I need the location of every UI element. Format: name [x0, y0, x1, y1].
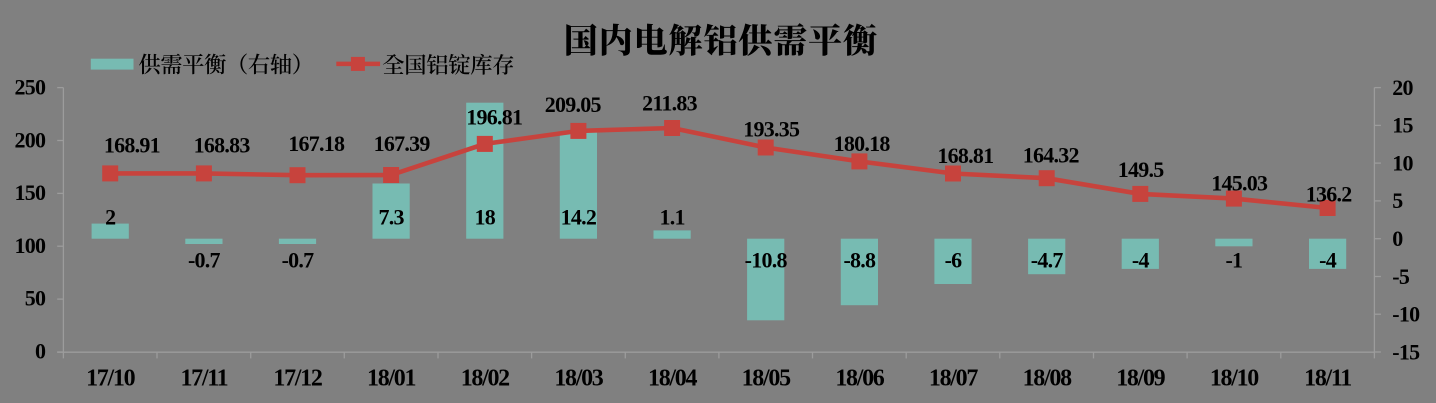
svg-text:-6: -6	[945, 248, 963, 273]
svg-text:196.81: 196.81	[466, 105, 522, 130]
svg-text:18/07: 18/07	[929, 365, 978, 391]
svg-text:167.39: 167.39	[374, 131, 431, 156]
svg-text:168.83: 168.83	[194, 132, 251, 157]
svg-text:150: 150	[14, 180, 46, 205]
svg-text:-4: -4	[1132, 248, 1150, 273]
svg-text:18/02: 18/02	[461, 365, 509, 391]
svg-text:17/11: 17/11	[180, 365, 227, 391]
svg-text:14.2: 14.2	[561, 205, 597, 230]
svg-text:0: 0	[1392, 226, 1403, 251]
svg-text:17/12: 17/12	[273, 365, 321, 391]
svg-text:10: 10	[1392, 150, 1413, 175]
svg-text:18/11: 18/11	[1304, 365, 1351, 391]
svg-text:-8.8: -8.8	[843, 248, 876, 273]
svg-text:18/09: 18/09	[1116, 365, 1165, 391]
svg-text:209.05: 209.05	[545, 92, 602, 117]
svg-text:20: 20	[1392, 75, 1413, 100]
svg-text:5: 5	[1392, 188, 1403, 213]
svg-text:200: 200	[14, 127, 46, 152]
svg-text:136.2: 136.2	[1306, 181, 1353, 206]
svg-text:15: 15	[1392, 113, 1413, 138]
svg-text:211.83: 211.83	[642, 91, 698, 116]
svg-text:164.32: 164.32	[1023, 143, 1080, 168]
svg-text:18/06: 18/06	[835, 365, 884, 391]
svg-text:7.3: 7.3	[378, 205, 404, 230]
svg-text:100: 100	[14, 233, 46, 258]
svg-text:-4: -4	[1319, 248, 1337, 273]
svg-text:18/01: 18/01	[367, 365, 415, 391]
svg-text:-5: -5	[1392, 264, 1410, 289]
svg-text:-15: -15	[1392, 339, 1420, 364]
svg-text:2: 2	[105, 205, 116, 230]
svg-text:50: 50	[25, 286, 46, 311]
svg-text:-0.7: -0.7	[188, 248, 221, 273]
svg-text:1.1: 1.1	[659, 205, 684, 230]
svg-text:18/03: 18/03	[554, 365, 603, 391]
svg-text:18/04: 18/04	[648, 365, 697, 391]
svg-text:180.18: 180.18	[834, 131, 891, 156]
svg-text:149.5: 149.5	[1118, 157, 1165, 182]
svg-text:145.03: 145.03	[1211, 170, 1268, 195]
svg-text:18: 18	[475, 205, 496, 230]
svg-text:18/05: 18/05	[742, 365, 791, 391]
svg-text:18/10: 18/10	[1210, 365, 1259, 391]
svg-text:-10: -10	[1392, 302, 1420, 327]
svg-text:250: 250	[14, 75, 46, 100]
svg-text:167.18: 167.18	[288, 131, 345, 156]
svg-text:193.35: 193.35	[743, 116, 800, 141]
svg-text:168.81: 168.81	[937, 143, 993, 168]
svg-text:-4.7: -4.7	[1031, 248, 1064, 273]
svg-text:18/08: 18/08	[1023, 365, 1072, 391]
svg-text:17/10: 17/10	[86, 365, 135, 391]
svg-text:-10.8: -10.8	[745, 248, 788, 273]
svg-text:-1: -1	[1225, 248, 1242, 273]
svg-text:-0.7: -0.7	[282, 248, 315, 273]
svg-text:0: 0	[35, 338, 46, 363]
svg-text:168.91: 168.91	[104, 132, 160, 157]
